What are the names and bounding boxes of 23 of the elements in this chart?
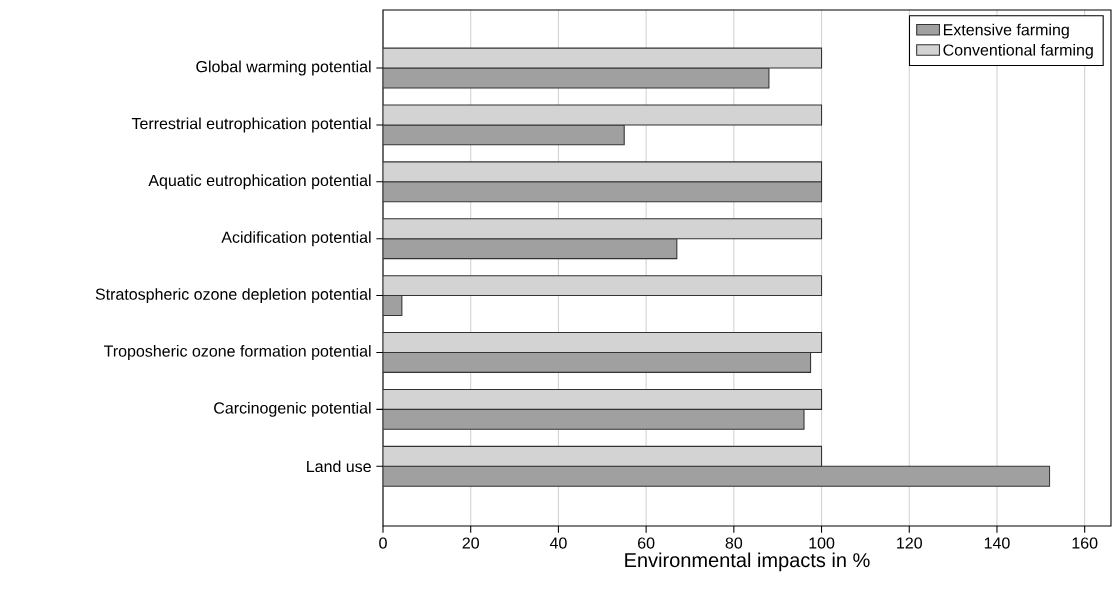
bar — [383, 161, 823, 183]
y-tick-label: Global warming potential — [196, 60, 371, 76]
bar — [383, 104, 823, 126]
x-tick-label: 140 — [984, 537, 1010, 549]
y-tick-label: Stratospheric ozone depletion potential — [95, 288, 371, 304]
y-tick-label: Terrestrial eutrophication potential — [131, 117, 371, 133]
y-tick-label: Troposheric ozone formation potential — [103, 345, 371, 360]
x-tick-label: 0 — [379, 537, 387, 549]
y-tick-label: Land use — [307, 460, 371, 473]
y-tick-label: Carcinogenic potential — [214, 401, 371, 417]
x-tick-label: 160 — [1072, 537, 1098, 549]
x-tick-label: 20 — [462, 537, 479, 549]
x-tick-label: 100 — [809, 537, 835, 549]
x-tick-label: 120 — [897, 537, 922, 549]
x-tick-label: 60 — [638, 537, 655, 549]
y-tick-label: Acidification potential — [221, 231, 371, 247]
bar — [383, 47, 823, 69]
legend-label: Conventional farming — [943, 43, 1093, 59]
y-tick-label: Aquatic eutrophication potential — [148, 174, 371, 190]
x-tick-label: 40 — [549, 537, 567, 549]
x-tick-label: 80 — [725, 537, 743, 549]
x-axis-title: Environmental impacts in % — [625, 552, 870, 572]
legend-label: Extensive farming — [943, 23, 1069, 39]
